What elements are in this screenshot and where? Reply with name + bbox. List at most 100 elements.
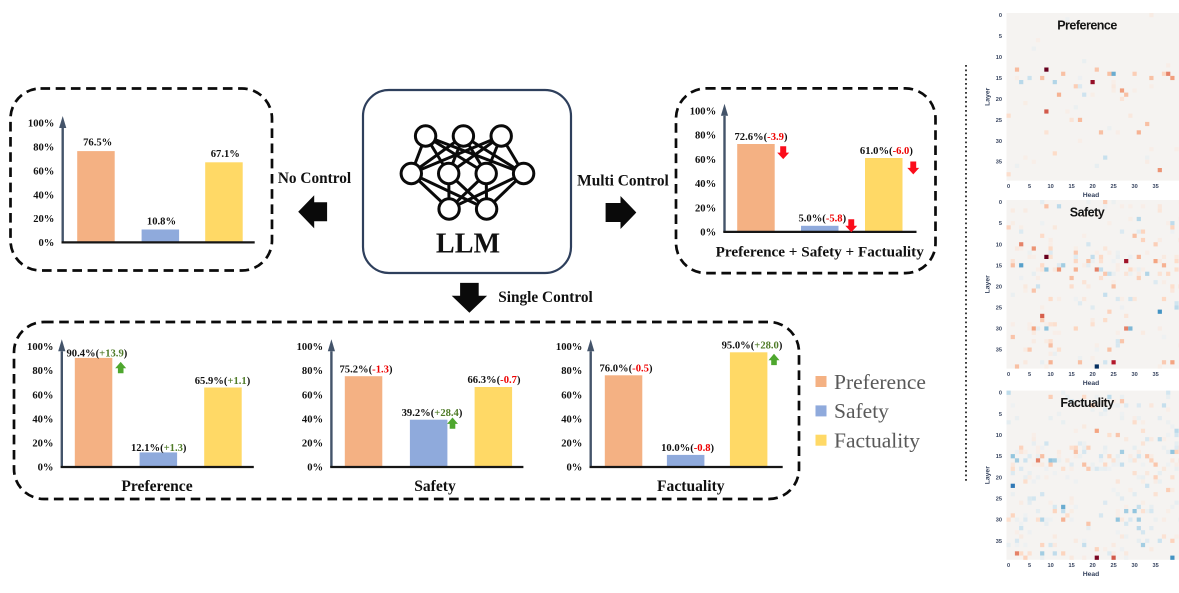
svg-text:Factuality: Factuality bbox=[1060, 396, 1114, 410]
svg-text:Head: Head bbox=[1083, 192, 1100, 199]
svg-text:0: 0 bbox=[999, 391, 1002, 397]
svg-text:35: 35 bbox=[996, 348, 1002, 354]
svg-text:67.1%: 67.1% bbox=[211, 149, 240, 160]
svg-text:20%: 20% bbox=[33, 214, 54, 225]
svg-text:100%: 100% bbox=[297, 342, 323, 353]
svg-text:25: 25 bbox=[1110, 563, 1116, 569]
svg-text:80%: 80% bbox=[695, 131, 716, 142]
svg-text:25: 25 bbox=[1110, 184, 1116, 190]
svg-text:10: 10 bbox=[996, 242, 1002, 248]
svg-text:35: 35 bbox=[996, 539, 1002, 545]
svg-text:Factuality: Factuality bbox=[834, 429, 920, 453]
svg-text:25: 25 bbox=[996, 497, 1002, 503]
svg-text:66.3%(-0.7): 66.3%(-0.7) bbox=[468, 375, 521, 386]
svg-text:30: 30 bbox=[1131, 372, 1137, 378]
svg-text:25: 25 bbox=[1110, 372, 1116, 378]
svg-text:10: 10 bbox=[996, 433, 1002, 439]
svg-text:40%: 40% bbox=[302, 414, 323, 425]
svg-text:20%: 20% bbox=[32, 439, 53, 450]
svg-text:35: 35 bbox=[1152, 184, 1158, 190]
svg-text:Head: Head bbox=[1083, 380, 1100, 387]
svg-text:Preference + Safety + Factuali: Preference + Safety + Factuality bbox=[716, 244, 925, 261]
svg-text:20: 20 bbox=[1089, 372, 1095, 378]
svg-text:Preference: Preference bbox=[121, 478, 192, 495]
svg-text:80%: 80% bbox=[302, 366, 323, 377]
svg-text:60%: 60% bbox=[695, 155, 716, 166]
svg-text:Head: Head bbox=[1083, 571, 1100, 578]
svg-text:5: 5 bbox=[999, 34, 1002, 40]
svg-text:0%: 0% bbox=[39, 238, 55, 249]
svg-text:10: 10 bbox=[1047, 184, 1053, 190]
svg-text:20: 20 bbox=[1089, 563, 1095, 569]
svg-text:35: 35 bbox=[996, 160, 1002, 166]
svg-text:Safety: Safety bbox=[834, 399, 889, 423]
svg-text:Safety: Safety bbox=[414, 478, 456, 495]
svg-text:0%: 0% bbox=[307, 463, 323, 474]
svg-text:20: 20 bbox=[996, 284, 1002, 290]
svg-text:80%: 80% bbox=[561, 366, 582, 377]
svg-text:30: 30 bbox=[1131, 563, 1137, 569]
svg-text:0%: 0% bbox=[567, 463, 583, 474]
svg-text:40%: 40% bbox=[32, 414, 53, 425]
svg-text:20%: 20% bbox=[695, 203, 716, 214]
svg-text:35: 35 bbox=[1152, 372, 1158, 378]
svg-text:60%: 60% bbox=[33, 167, 54, 178]
svg-text:60%: 60% bbox=[32, 390, 53, 401]
svg-text:Layer: Layer bbox=[985, 466, 992, 484]
svg-text:65.9%(+1.1): 65.9%(+1.1) bbox=[195, 376, 251, 387]
svg-text:0%: 0% bbox=[700, 228, 716, 239]
svg-text:0: 0 bbox=[1007, 563, 1010, 569]
svg-text:15: 15 bbox=[1068, 184, 1074, 190]
svg-text:40%: 40% bbox=[33, 190, 54, 201]
svg-text:90.4%(+13.9): 90.4%(+13.9) bbox=[67, 349, 128, 360]
svg-text:5.0%(-5.8): 5.0%(-5.8) bbox=[798, 214, 846, 225]
svg-text:60%: 60% bbox=[561, 390, 582, 401]
svg-text:0: 0 bbox=[999, 200, 1002, 206]
svg-text:0: 0 bbox=[1007, 184, 1010, 190]
svg-text:Factuality: Factuality bbox=[657, 478, 725, 495]
svg-text:0: 0 bbox=[1007, 372, 1010, 378]
svg-text:95.0%(+28.0): 95.0%(+28.0) bbox=[722, 340, 783, 351]
svg-text:30: 30 bbox=[996, 518, 1002, 524]
svg-text:100%: 100% bbox=[556, 342, 582, 353]
svg-text:5: 5 bbox=[999, 412, 1002, 418]
svg-text:20%: 20% bbox=[302, 439, 323, 450]
svg-text:Layer: Layer bbox=[985, 275, 992, 293]
svg-text:35: 35 bbox=[1152, 563, 1158, 569]
svg-text:10: 10 bbox=[1047, 372, 1053, 378]
svg-text:72.6%(-3.9): 72.6%(-3.9) bbox=[735, 132, 788, 143]
svg-text:39.2%(+28.4): 39.2%(+28.4) bbox=[402, 408, 463, 419]
svg-text:100%: 100% bbox=[28, 119, 54, 130]
svg-text:Preference: Preference bbox=[1057, 18, 1117, 32]
svg-text:40%: 40% bbox=[561, 414, 582, 425]
svg-text:Multi Control: Multi Control bbox=[577, 172, 669, 189]
svg-text:25: 25 bbox=[996, 118, 1002, 124]
svg-text:10.0%(-0.8): 10.0%(-0.8) bbox=[661, 443, 714, 454]
svg-text:80%: 80% bbox=[32, 366, 53, 377]
svg-text:20: 20 bbox=[996, 475, 1002, 481]
svg-text:Single Control: Single Control bbox=[498, 289, 593, 306]
svg-text:Layer: Layer bbox=[985, 87, 992, 105]
svg-text:30: 30 bbox=[996, 327, 1002, 333]
svg-text:5: 5 bbox=[1028, 184, 1031, 190]
svg-text:5: 5 bbox=[1028, 372, 1031, 378]
svg-text:5: 5 bbox=[999, 221, 1002, 227]
svg-text:LLM: LLM bbox=[436, 228, 500, 259]
svg-text:20: 20 bbox=[1089, 184, 1095, 190]
svg-text:75.2%(-1.3): 75.2%(-1.3) bbox=[340, 365, 393, 376]
svg-text:Preference: Preference bbox=[834, 370, 926, 394]
svg-text:No Control: No Control bbox=[278, 170, 351, 187]
svg-text:30: 30 bbox=[996, 139, 1002, 145]
svg-text:60%: 60% bbox=[302, 390, 323, 401]
svg-text:30: 30 bbox=[1131, 184, 1137, 190]
svg-text:10: 10 bbox=[996, 55, 1002, 61]
svg-text:15: 15 bbox=[996, 76, 1002, 82]
svg-text:15: 15 bbox=[1068, 372, 1074, 378]
svg-text:61.0%(-6.0): 61.0%(-6.0) bbox=[860, 146, 913, 157]
svg-text:10.8%: 10.8% bbox=[147, 217, 176, 228]
svg-text:15: 15 bbox=[996, 263, 1002, 269]
svg-text:0%: 0% bbox=[38, 463, 54, 474]
svg-text:76.0%(-0.5): 76.0%(-0.5) bbox=[600, 363, 653, 374]
svg-text:100%: 100% bbox=[27, 342, 53, 353]
svg-text:20: 20 bbox=[996, 97, 1002, 103]
